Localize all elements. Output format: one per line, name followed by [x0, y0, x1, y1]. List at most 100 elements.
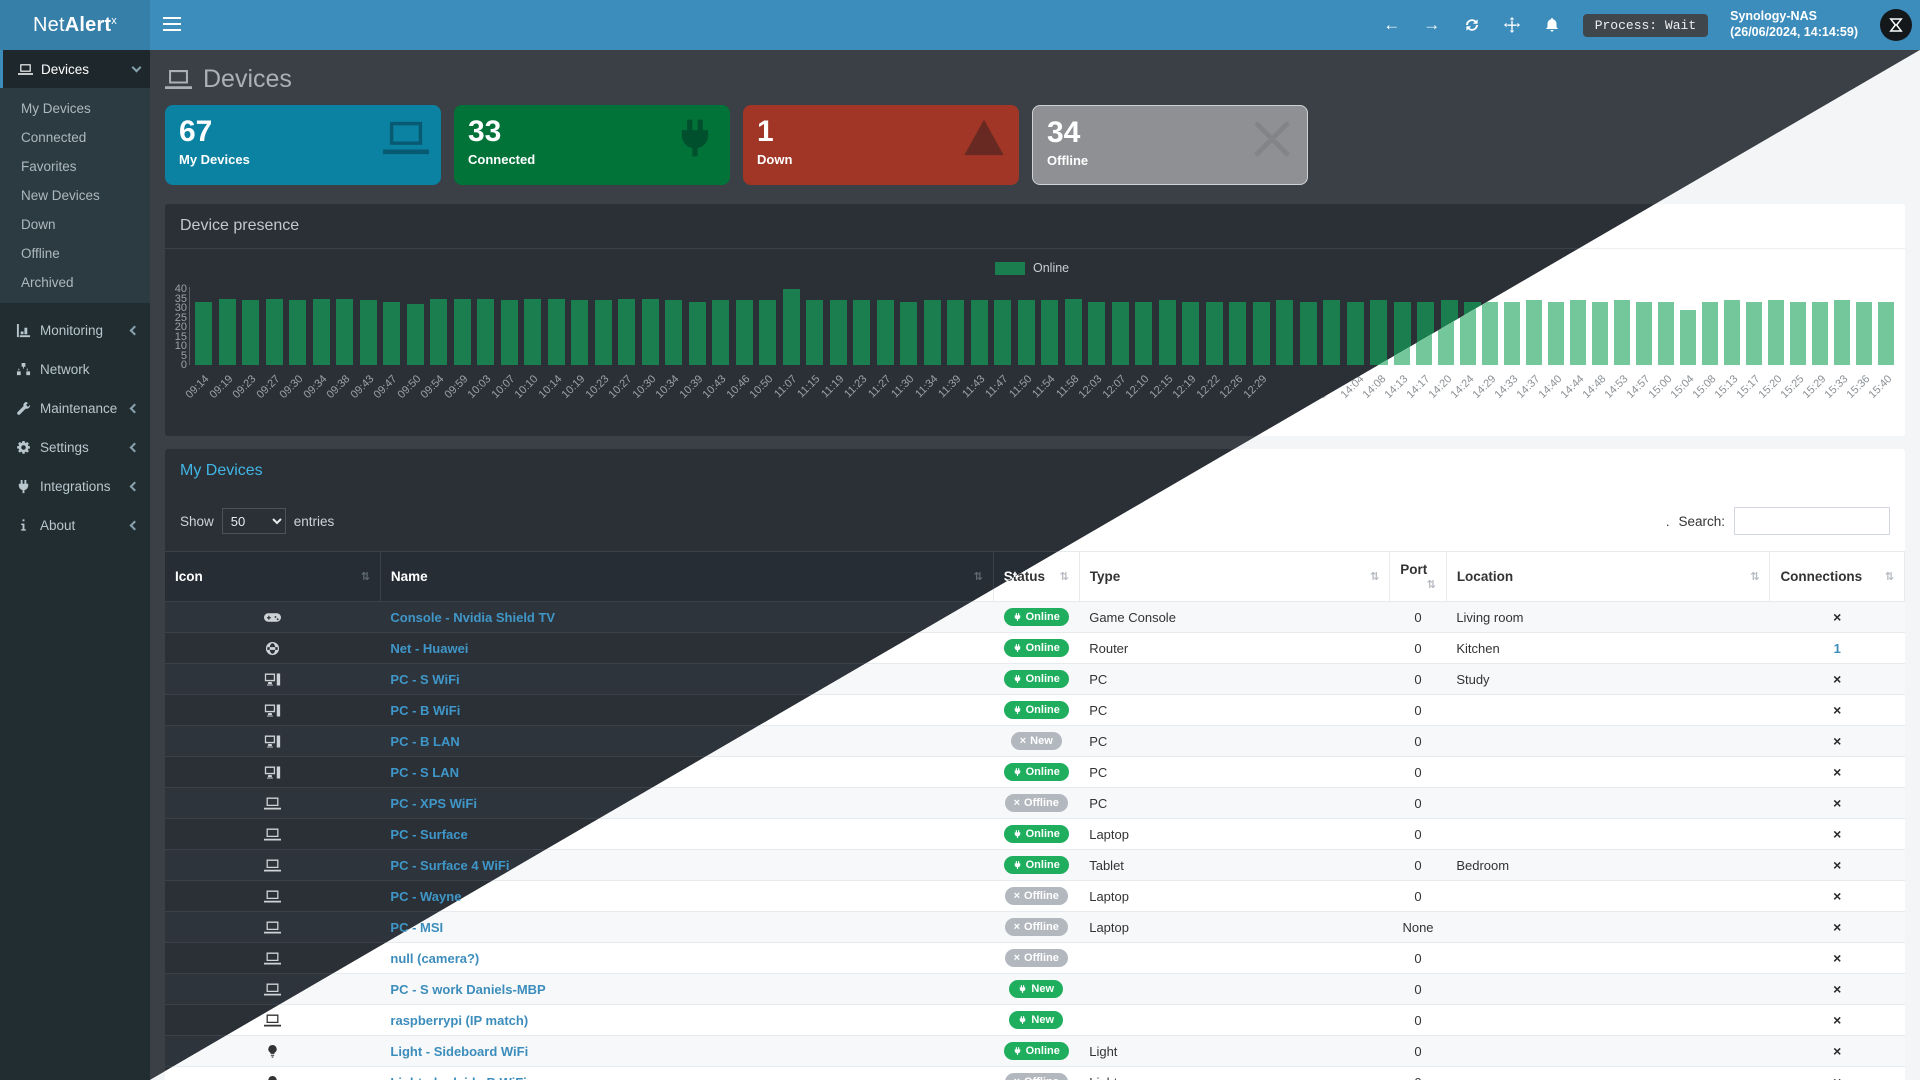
device-name-link[interactable]: null (camera?) [390, 950, 480, 966]
device-icon-cell [165, 694, 381, 726]
column-header-type[interactable]: Type⇅ [1079, 551, 1391, 602]
chart-bar [1504, 302, 1520, 365]
search-input[interactable] [1734, 507, 1890, 535]
chart-bar [1790, 302, 1806, 365]
device-name-link[interactable]: PC - B WiFi [390, 702, 461, 718]
bulb-icon [268, 1044, 277, 1058]
sort-icon[interactable]: ⇅ [973, 571, 983, 583]
device-name-link[interactable]: Light - Sideboard WiFi [390, 1043, 529, 1059]
device-type-cell [1079, 942, 1390, 974]
sidebar-item-monitoring[interactable]: Monitoring [0, 311, 150, 350]
device-name-link[interactable]: PC - S work Daniels-MBP [390, 981, 546, 997]
chart-bar [1680, 309, 1696, 365]
sidebar-item-maintenance[interactable]: Maintenance [0, 389, 150, 428]
plug-icon [672, 117, 718, 164]
move-icon[interactable] [1503, 16, 1521, 34]
gamepad-icon [264, 613, 282, 622]
chart-bar [406, 304, 424, 365]
legend-swatch [995, 261, 1025, 275]
device-port-cell: 0 [1389, 601, 1447, 633]
column-header-location[interactable]: Location⇅ [1446, 551, 1771, 602]
device-name-link[interactable]: PC - Wayne [390, 888, 462, 904]
sidebar-subitem-my-devices[interactable]: My Devices [21, 101, 91, 116]
sort-icon[interactable]: ⇅ [1059, 571, 1069, 583]
column-header-port[interactable]: Port⇅ [1389, 551, 1447, 602]
plug-icon [1014, 706, 1020, 714]
sidebar-subitem-down[interactable]: Down [21, 217, 56, 232]
connections-x-icon: × [1833, 981, 1842, 997]
device-location-cell [1446, 911, 1770, 943]
chart-bar [430, 298, 447, 365]
column-header-name[interactable]: Name⇅ [380, 551, 994, 602]
sort-icon[interactable]: ⇅ [1884, 571, 1894, 583]
device-name-link[interactable]: PC - Surface 4 WiFi [390, 857, 510, 873]
refresh-icon[interactable] [1463, 16, 1481, 34]
user-avatar[interactable] [1880, 9, 1912, 41]
plug-icon [1014, 613, 1020, 621]
connections-x-icon: × [1833, 888, 1842, 904]
chart-bar [1229, 302, 1246, 365]
device-icon-cell [165, 601, 381, 633]
page-size-select[interactable]: 50 [221, 508, 286, 534]
device-icon-cell [165, 942, 381, 974]
chevron-left-icon [129, 403, 140, 414]
sort-icon[interactable]: ⇅ [360, 571, 370, 583]
device-type-cell: PC [1079, 787, 1390, 819]
stat-card-connected[interactable]: 33 Connected [454, 105, 730, 185]
device-icon-cell [165, 756, 381, 788]
desktop-icon [265, 735, 281, 748]
connections-link[interactable]: 1 [1833, 640, 1841, 656]
sidebar-subitem-favorites[interactable]: Favorites [21, 159, 77, 174]
sidebar-subitem-connected[interactable]: Connected [21, 130, 87, 145]
device-name-link[interactable]: Console - Nvidia Shield TV [390, 609, 556, 625]
hamburger-menu-icon[interactable] [163, 17, 181, 19]
device-type-cell: PC [1079, 725, 1390, 757]
chart-bar [853, 300, 870, 365]
chart-bar [383, 302, 400, 365]
stat-card-value: 67 [179, 115, 213, 148]
sidebar-item-network[interactable]: Network [0, 350, 150, 389]
sitemap-icon [16, 362, 31, 376]
device-name-link[interactable]: PC - XPS WiFi [390, 795, 477, 811]
chart-bar [876, 300, 894, 365]
device-name-link[interactable]: PC - B LAN [390, 733, 460, 749]
plug-icon [1020, 1016, 1026, 1024]
sort-icon[interactable]: ⇅ [1369, 571, 1380, 583]
sidebar-item-devices[interactable]: Devices [0, 50, 150, 88]
device-port-cell: None [1389, 911, 1447, 943]
back-arrow-icon[interactable]: ← [1383, 15, 1401, 34]
connections-x-icon: × [1833, 671, 1842, 687]
status-badge: Online [1003, 856, 1069, 874]
stat-card-my-devices[interactable]: 67 My Devices [165, 105, 441, 185]
device-name-link[interactable]: raspberrypi (IP match) [390, 1012, 529, 1028]
chart-bar [1526, 300, 1542, 365]
plug-icon [1014, 675, 1020, 683]
column-header-connections[interactable]: Connections⇅ [1769, 551, 1905, 602]
chart-bar [1702, 302, 1718, 365]
sidebar-item-settings[interactable]: Settings [0, 428, 150, 467]
chart-bar [1878, 302, 1894, 365]
device-name-link[interactable]: PC - S LAN [390, 764, 460, 780]
bell-icon[interactable] [1543, 16, 1561, 34]
laptop-icon [264, 921, 282, 934]
stat-card-value: 33 [468, 115, 502, 148]
stat-card-offline[interactable]: 34 Offline [1032, 105, 1308, 185]
device-name-link[interactable]: Net - Huawei [390, 640, 469, 656]
sidebar-item-integrations[interactable]: Integrations [0, 467, 150, 506]
sidebar-subitem-offline[interactable]: Offline [21, 246, 60, 261]
column-header-icon[interactable]: Icon⇅ [165, 551, 381, 602]
desktop-icon [265, 704, 281, 717]
stat-card-down[interactable]: 1 Down [743, 105, 1019, 185]
device-icon-cell [165, 632, 381, 664]
sidebar-subitem-archived[interactable]: Archived [21, 275, 74, 290]
device-name-link[interactable]: Light - bedside B WiFi [390, 1075, 526, 1080]
sidebar-item-about[interactable]: About [0, 506, 150, 545]
device-name-link[interactable]: PC - S WiFi [390, 671, 460, 687]
sort-icon[interactable]: ⇅ [1426, 579, 1436, 591]
sidebar-subitem-new-devices[interactable]: New Devices [21, 188, 100, 203]
device-name-link[interactable]: PC - Surface [390, 826, 468, 842]
forward-arrow-icon[interactable]: → [1423, 15, 1441, 34]
sort-icon[interactable]: ⇅ [1750, 571, 1760, 583]
